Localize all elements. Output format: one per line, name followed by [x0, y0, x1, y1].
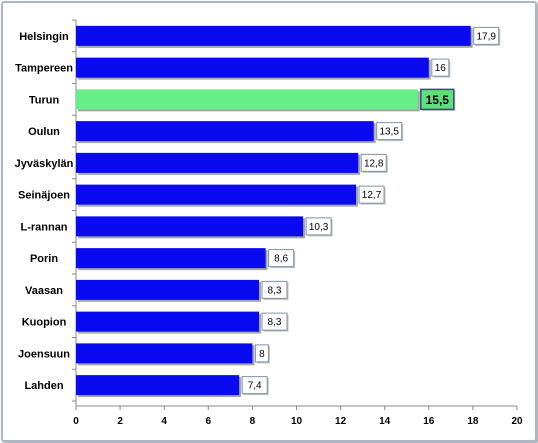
data-label: 16	[435, 63, 447, 74]
data-label-box	[261, 312, 288, 331]
x-tick-label: 16	[423, 416, 435, 427]
bar	[76, 216, 304, 237]
data-label-box	[268, 249, 295, 268]
category-label: Lahden	[24, 380, 63, 392]
data-label-box	[420, 88, 455, 111]
x-tick-label: 20	[511, 416, 523, 427]
bar	[76, 375, 240, 396]
x-tick-label: 0	[73, 416, 79, 427]
bar-highlight	[76, 89, 418, 110]
data-label: 12,8	[364, 158, 384, 169]
category-label: Vaasan	[25, 285, 63, 297]
x-tick-label: 8	[250, 416, 256, 427]
data-label: 8,3	[268, 317, 282, 328]
data-label: 13,5	[379, 127, 399, 138]
category-label: Jyväskylän	[15, 158, 74, 170]
bar	[76, 311, 260, 332]
data-label-box	[254, 344, 269, 363]
x-tick-label: 10	[291, 416, 303, 427]
category-label: L-rannan	[20, 221, 67, 233]
x-tick-label: 4	[161, 416, 167, 427]
data-label: 10,3	[309, 222, 329, 233]
category-label: Oulun	[28, 126, 60, 138]
bar	[76, 184, 357, 205]
data-label: 8,3	[268, 285, 282, 296]
data-label-box	[261, 280, 288, 299]
bar	[76, 248, 266, 269]
bar	[76, 279, 260, 300]
data-label: 17,9	[476, 31, 496, 42]
category-label: Tampereen	[15, 63, 73, 75]
bar	[76, 343, 253, 364]
x-tick-label: 6	[206, 416, 212, 427]
category-label: Joensuun	[18, 348, 70, 360]
data-label: 8	[259, 349, 265, 360]
x-tick-label: 18	[467, 416, 479, 427]
category-label: Turun	[29, 94, 60, 106]
data-label-box	[358, 185, 385, 204]
bar	[76, 25, 471, 46]
bar	[76, 121, 374, 142]
data-label: 15,5	[426, 93, 450, 107]
data-label: 12,7	[362, 190, 382, 201]
data-label-box	[431, 58, 450, 77]
data-label-box	[305, 217, 332, 236]
category-label: Seinäjoen	[18, 190, 70, 202]
x-tick-label: 14	[379, 416, 391, 427]
bar	[76, 57, 429, 78]
bar	[76, 152, 359, 173]
data-label-box	[241, 376, 268, 395]
x-tick-label: 12	[335, 416, 347, 427]
category-label: Helsingin	[19, 31, 69, 43]
x-tick-label: 2	[117, 416, 123, 427]
data-label-box	[360, 153, 387, 172]
data-label: 7,4	[248, 381, 262, 392]
category-label: Kuopion	[22, 317, 67, 329]
data-label-box	[376, 122, 403, 141]
data-label-box	[473, 26, 500, 45]
data-label: 8,6	[274, 254, 288, 265]
category-label: Porin	[30, 253, 58, 265]
